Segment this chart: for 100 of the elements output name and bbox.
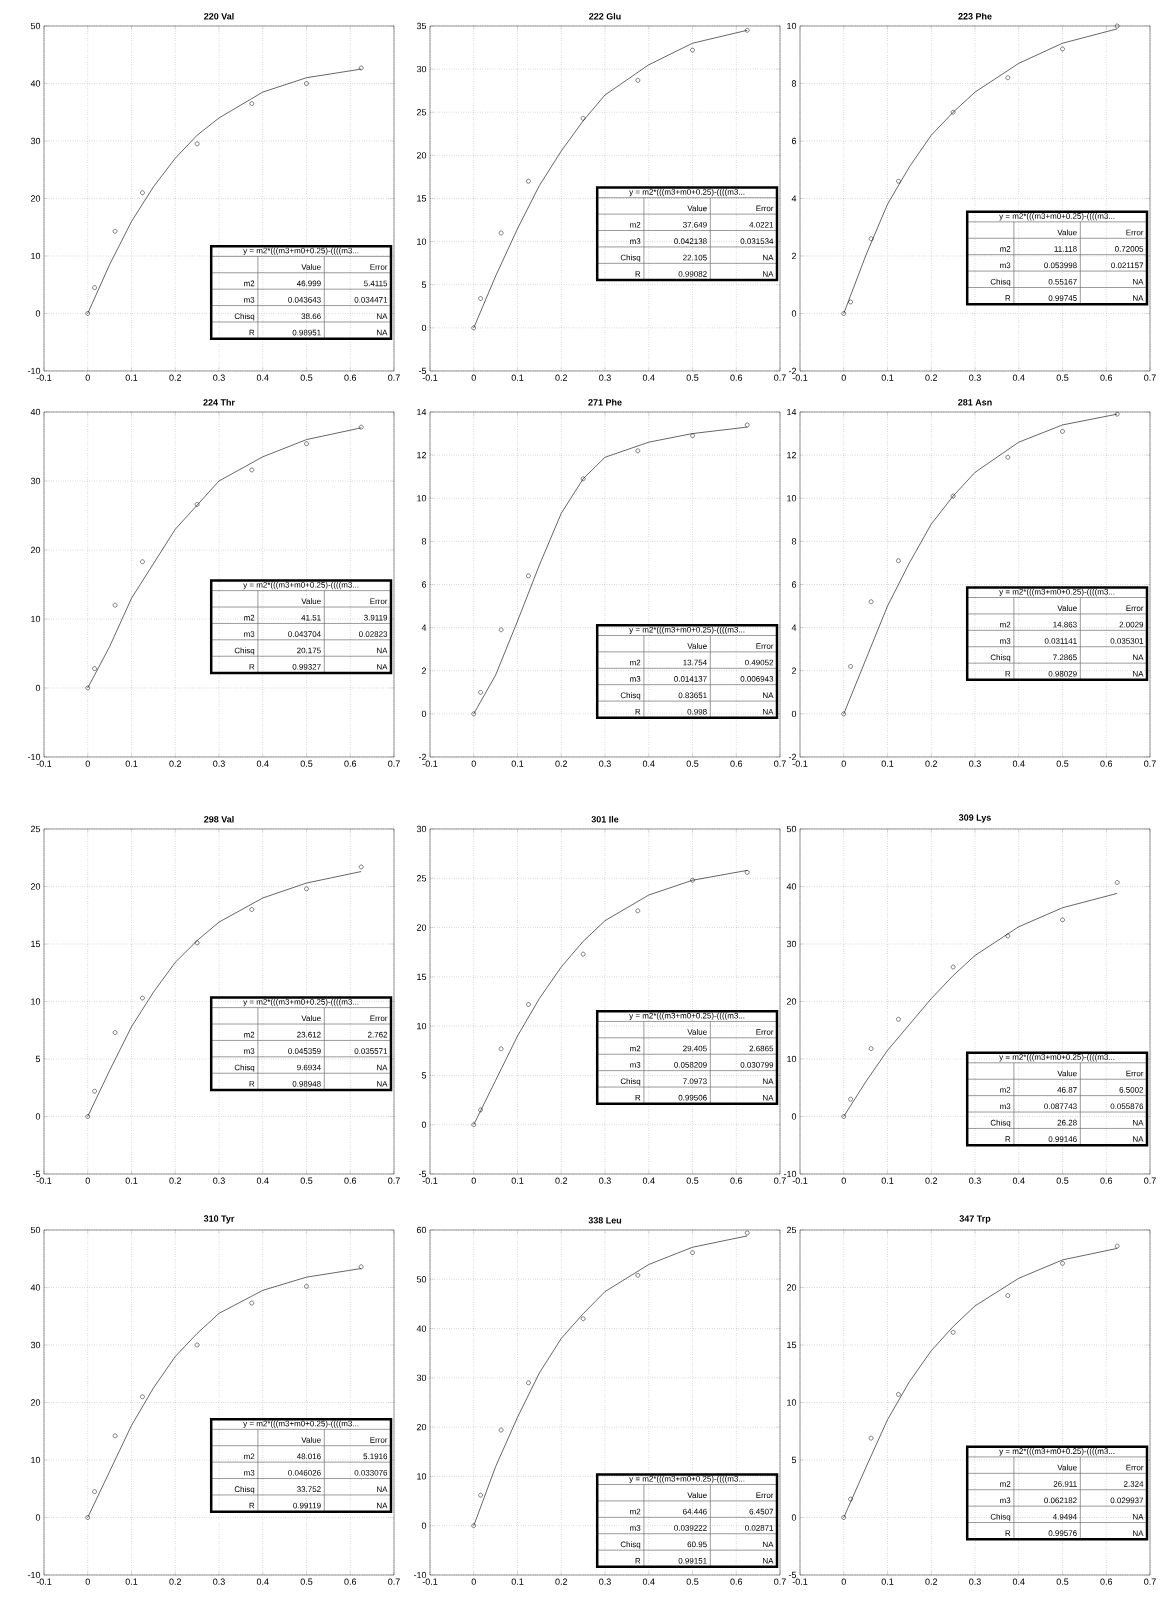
y-tick-label: 10 [787, 1399, 797, 1406]
point [92, 1088, 98, 1094]
point [635, 448, 641, 454]
point [304, 81, 309, 86]
point [249, 101, 255, 106]
x-tick-label: 0.4 [257, 760, 269, 767]
point [526, 1002, 531, 1007]
y-tick-label: 2 [792, 252, 797, 260]
y-tick-label: 0 [36, 1113, 41, 1120]
x-tick-label: 0 [841, 760, 847, 767]
y-tick-label: 0 [792, 1514, 797, 1521]
point [1060, 1261, 1065, 1266]
point [113, 1030, 118, 1035]
x-tick-label: 0.5 [1056, 1177, 1069, 1184]
x-tick-label: 0 [841, 1578, 847, 1585]
y-tick-label: -2 [789, 367, 797, 375]
x-tick-label: 0.2 [925, 760, 938, 767]
x-tick-label: -0.1 [36, 1578, 52, 1585]
x-tick-label: 0.4 [643, 374, 655, 381]
y-tick-label: 10 [31, 615, 41, 623]
y-tick-label: 0 [792, 310, 797, 317]
x-tick-label: 0.7 [1144, 1578, 1156, 1585]
x-tick-label: 0.2 [169, 374, 182, 381]
x-tick-label: 0.4 [1013, 760, 1025, 767]
point [113, 229, 118, 234]
y-tick-label: 5 [792, 1456, 797, 1464]
point [92, 1489, 98, 1494]
y-tick-label: 6 [792, 137, 797, 145]
y-tick-label: -10 [414, 1571, 427, 1579]
point [195, 502, 200, 507]
y-tick-label: 25 [417, 875, 427, 882]
point [848, 1496, 854, 1502]
y-tick-label: 12 [787, 451, 797, 459]
x-tick-label: 0 [85, 1578, 91, 1585]
y-tick-label: 14 [787, 408, 797, 416]
x-tick-label: 0.3 [969, 1578, 982, 1585]
y-tick-label: -5 [789, 1571, 797, 1579]
point [526, 178, 531, 184]
y-tick-label: 2 [422, 667, 427, 674]
y-tick-label: 14 [417, 408, 427, 416]
point [195, 940, 200, 946]
y-tick-label: 25 [31, 825, 41, 833]
chart-title: 223 Phe [958, 12, 992, 20]
x-tick-label: 0.2 [169, 1177, 182, 1184]
y-tick-label: 40 [30, 80, 41, 87]
y-tick-label: -10 [28, 753, 41, 761]
x-tick-label: 0.7 [388, 760, 400, 767]
x-tick-label: 0.4 [257, 1578, 269, 1585]
x-tick-label: 0 [471, 760, 477, 767]
point [140, 1394, 145, 1399]
x-tick-label: 0.4 [1013, 374, 1025, 381]
point [249, 467, 255, 473]
chart-title: 222 Glu [589, 12, 621, 20]
x-tick-label: 0.2 [555, 1177, 568, 1184]
x-tick-label: 0.4 [1013, 1177, 1025, 1184]
y-tick-label: 6 [792, 581, 797, 588]
y-tick-label: 12 [417, 451, 427, 459]
x-tick-label: 0.6 [1100, 374, 1113, 381]
x-tick-label: 0.4 [1013, 1578, 1025, 1585]
x-tick-label: 0.7 [1144, 374, 1156, 381]
x-tick-label: 0 [471, 374, 477, 381]
y-tick-label: 20 [787, 998, 797, 1005]
point [195, 1342, 200, 1348]
x-tick-label: 0 [85, 1177, 91, 1184]
x-tick-label: 0.7 [774, 374, 786, 381]
y-tick-label: 30 [31, 477, 41, 485]
x-tick-label: 0.3 [969, 1177, 982, 1184]
x-tick-label: 0.1 [125, 1177, 138, 1184]
y-tick-label: 20 [787, 1284, 797, 1291]
x-tick-label: 0.5 [300, 1177, 313, 1184]
y-tick-label: 5 [422, 281, 427, 288]
x-tick-label: 0.6 [344, 1578, 357, 1585]
point [499, 1046, 504, 1052]
x-tick-label: -0.1 [422, 1578, 438, 1585]
y-tick-label: 4 [421, 624, 427, 631]
y-tick-label: 10 [31, 1456, 41, 1464]
x-tick-label: 0.3 [213, 1578, 226, 1585]
y-tick-label: 30 [787, 940, 797, 948]
x-tick-label: 0.7 [388, 374, 400, 381]
x-tick-label: 0 [85, 760, 91, 767]
x-tick-label: 0.7 [774, 760, 786, 767]
x-tick-label: 0.5 [686, 374, 699, 381]
point [690, 878, 695, 883]
point [1060, 429, 1065, 434]
point [896, 178, 901, 184]
y-tick-label: -5 [419, 1170, 427, 1178]
y-tick-label: 50 [31, 22, 41, 30]
x-tick-label: -0.1 [422, 374, 438, 381]
chart-title: 281 Asn [958, 399, 992, 406]
point [896, 1392, 901, 1397]
y-tick-label: 60 [417, 1226, 427, 1234]
point [526, 573, 531, 579]
point [1060, 917, 1065, 923]
x-tick-label: 0.1 [511, 1177, 524, 1184]
point [526, 1380, 531, 1386]
x-tick-label: -0.1 [792, 374, 808, 381]
y-tick-label: -2 [419, 753, 427, 761]
point [478, 690, 484, 695]
y-tick-label: -10 [28, 367, 41, 375]
point [499, 627, 504, 633]
